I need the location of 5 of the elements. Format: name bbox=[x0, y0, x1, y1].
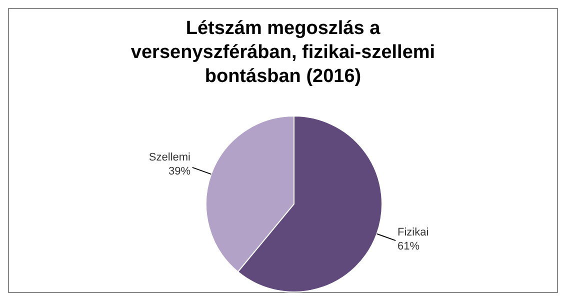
slice-label: Fizikai bbox=[397, 226, 429, 238]
data-label: 61% bbox=[397, 240, 420, 252]
slice-label: Szellemi bbox=[148, 152, 191, 164]
data-label: 39% bbox=[168, 166, 191, 178]
chart-title: Létszám megoszlás a versenyszférában, fizikai-szellemi bontásban (2016) bbox=[130, 17, 436, 89]
